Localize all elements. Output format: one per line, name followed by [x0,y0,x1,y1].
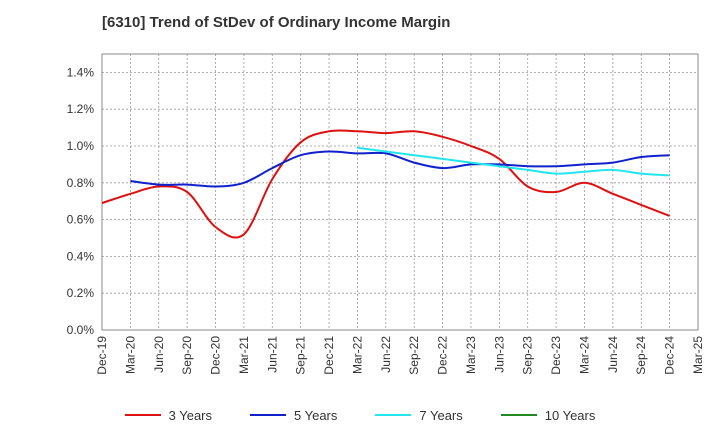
x-tick-label: Dec-20 [209,336,223,375]
legend-label: 5 Years [294,407,338,423]
x-tick-label: Sep-20 [180,336,194,375]
x-tick-label: Sep-23 [521,336,535,375]
y-tick-label: 1.2% [67,102,95,116]
x-tick-label: Mar-20 [123,336,137,374]
legend-item-3-years: 3 Years [124,407,212,423]
legend-label: 3 Years [168,407,212,423]
x-tick-label: Jun-23 [492,336,506,373]
y-tick-label: 1.0% [67,139,95,153]
x-tick-label: Jun-24 [606,336,620,373]
plot-frame [101,53,699,331]
legend-item-10-years: 10 Years [500,407,596,423]
y-tick-label: 0.8% [67,176,95,190]
legend-item-7-years: 7 Years [375,407,463,423]
legend-swatch [375,414,412,416]
x-tick-label: Dec-19 [95,336,109,375]
x-tick-label: Dec-23 [549,336,563,375]
legend-label: 7 Years [419,407,463,423]
legend-swatch [250,414,286,416]
x-tick-labels: Dec-19 Mar-20 Jun-20 Sep-20 Dec-20 Mar-21 Jun-… [95,336,705,375]
x-tick-label: Dec-21 [322,336,336,375]
axes [101,53,699,331]
legend-swatch [124,414,161,416]
legend-swatch [500,414,537,416]
series-line-5-years [130,150,670,188]
x-tick-label: Sep-22 [407,336,421,375]
x-tick-label: Mar-21 [237,336,251,374]
chart-title: [6310] Trend of StDev of Ordinary Income… [102,14,451,31]
legend: 3 Years 5 Years 7 Years 10 Years [0,404,720,426]
x-tick-label: Mar-25 [691,336,705,374]
y-tick-label: 0.4% [67,249,95,263]
x-tick-label: Jun-22 [379,336,393,373]
x-tick-label: Mar-24 [577,336,591,374]
legend-item-5-years: 5 Years [250,408,337,423]
x-tick-label: Dec-24 [663,336,677,375]
series-line-3-years [101,129,670,239]
y-tick-label: 0.2% [67,286,95,300]
x-tick-label: Mar-22 [350,336,364,374]
x-tick-label: Sep-21 [294,336,308,375]
y-tick-label: 1.4% [67,65,95,79]
series-line-7-years [357,146,670,177]
x-tick-label: Mar-23 [464,336,478,374]
legend-label: 10 Years [544,407,596,423]
x-tick-label: Jun-20 [152,336,166,373]
x-tick-label: Dec-22 [436,336,450,375]
x-tick-label: Jun-21 [265,336,279,373]
series-lines [101,129,670,239]
y-tick-label: 0.0% [67,323,95,337]
x-tick-label: Sep-24 [634,336,648,375]
y-tick-labels: 0.0% 0.2% 0.4% 0.6% 0.8% 1.0% 1.2% 1.4% [67,65,95,337]
grid [102,54,698,330]
y-tick-label: 0.6% [67,213,95,227]
